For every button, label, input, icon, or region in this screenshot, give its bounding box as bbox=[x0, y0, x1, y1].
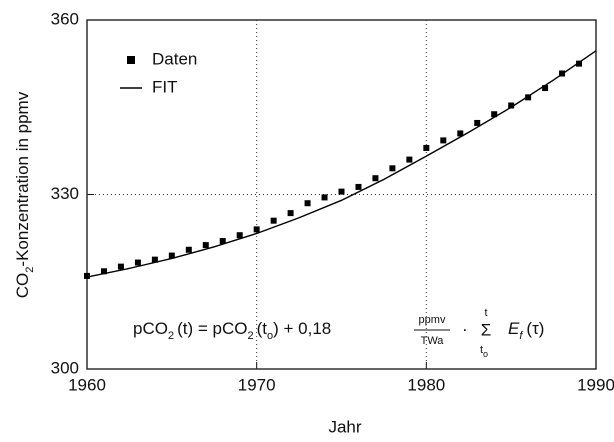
data-point bbox=[338, 188, 345, 195]
y-axis-label: CO2-Konzentration in ppmv bbox=[13, 91, 35, 298]
formula-numerator: ppmv bbox=[419, 314, 446, 326]
data-point bbox=[542, 85, 549, 92]
formula-part: (t bbox=[257, 319, 268, 338]
data-point bbox=[508, 102, 515, 109]
annotation: pCO2 (t) = pCO2 (to) + 0,18 ppmv TWa · Σ t… bbox=[133, 307, 544, 359]
formula-sub: 2 bbox=[247, 330, 253, 342]
formula-denominator: TWa bbox=[421, 335, 445, 347]
data-point bbox=[423, 144, 430, 151]
data-point bbox=[253, 226, 260, 233]
y-tick-label: 300 bbox=[51, 358, 79, 377]
data-point bbox=[236, 232, 243, 239]
legend-label: Daten bbox=[152, 49, 197, 68]
x-tick-label: 1980 bbox=[407, 375, 445, 394]
x-tick-label: 1960 bbox=[68, 375, 106, 394]
fit-line bbox=[86, 50, 597, 278]
data-point bbox=[406, 156, 413, 163]
data-point bbox=[525, 94, 532, 101]
data-point bbox=[474, 119, 481, 126]
formula-sub: o bbox=[267, 330, 273, 342]
formula-part: ) + 0,18 bbox=[273, 319, 331, 338]
formula-part: (τ) bbox=[526, 319, 544, 338]
formula-sum-upper: t bbox=[484, 307, 487, 319]
y-label-sub: 2 bbox=[24, 267, 36, 273]
data-point bbox=[457, 130, 464, 137]
formula-part: t bbox=[480, 344, 483, 356]
x-tick-label: 1970 bbox=[238, 375, 276, 394]
y-label-part: -Konzentration in ppmv bbox=[13, 91, 32, 266]
formula-e: Ef (τ) bbox=[508, 319, 544, 341]
data-point bbox=[372, 175, 379, 182]
data-point bbox=[100, 268, 107, 275]
y-tick-label: 360 bbox=[51, 9, 79, 28]
data-point bbox=[117, 263, 124, 270]
formula-sum: Σ bbox=[481, 320, 492, 339]
x-tick-label: 1990 bbox=[577, 375, 614, 394]
data-point bbox=[185, 246, 192, 253]
x-axis-label: Jahr bbox=[328, 417, 361, 436]
formula-part: E bbox=[508, 319, 520, 338]
data-point bbox=[270, 217, 277, 224]
data-point bbox=[168, 252, 175, 259]
data-point bbox=[355, 183, 362, 190]
legend-marker bbox=[127, 56, 135, 64]
data-point bbox=[304, 200, 311, 207]
y-tick-label: 330 bbox=[51, 184, 79, 203]
formula-sub: 2 bbox=[168, 330, 174, 342]
data-point bbox=[134, 259, 141, 266]
formula: pCO2 (t) = pCO2 (to) + 0,18 bbox=[133, 319, 331, 341]
y-label-part: CO bbox=[13, 273, 32, 299]
formula-part: (t) = pCO bbox=[177, 319, 247, 338]
data-point bbox=[287, 210, 294, 217]
data-point bbox=[321, 194, 328, 201]
data-point bbox=[576, 60, 583, 67]
legend-label: FIT bbox=[152, 77, 178, 96]
data-point bbox=[202, 242, 209, 249]
formula-part: pCO bbox=[133, 319, 168, 338]
formula-sub: o bbox=[483, 349, 488, 359]
formula-sub: f bbox=[519, 330, 523, 342]
formula-dot: · bbox=[462, 319, 468, 338]
data-point bbox=[440, 137, 447, 144]
data-point bbox=[84, 272, 90, 279]
data-point bbox=[389, 165, 396, 172]
formula-sum-lower: to bbox=[480, 344, 488, 359]
data-point bbox=[491, 111, 498, 118]
data-point bbox=[151, 256, 158, 263]
data-point bbox=[219, 238, 226, 245]
